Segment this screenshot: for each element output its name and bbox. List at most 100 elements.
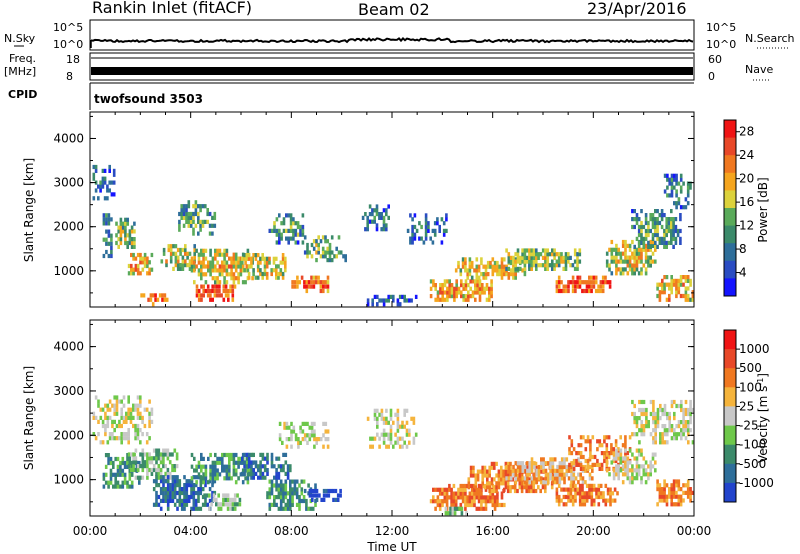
range-cell bbox=[633, 247, 636, 252]
range-cell bbox=[187, 204, 191, 209]
range-cell bbox=[615, 452, 618, 457]
range-cell bbox=[392, 444, 395, 449]
range-cell bbox=[537, 252, 540, 257]
range-cell bbox=[373, 219, 376, 224]
range-cell bbox=[498, 268, 501, 273]
range-cell bbox=[464, 283, 468, 288]
range-cell bbox=[222, 497, 225, 502]
range-cell bbox=[155, 471, 158, 476]
range-cell bbox=[119, 237, 123, 242]
range-cell bbox=[466, 275, 469, 280]
range-cell bbox=[315, 239, 318, 244]
range-cell bbox=[615, 247, 618, 252]
range-cell bbox=[165, 259, 168, 264]
range-cell bbox=[656, 293, 659, 299]
range-cell bbox=[292, 429, 296, 434]
range-cell bbox=[579, 466, 583, 471]
range-cell bbox=[500, 495, 504, 500]
range-cell bbox=[204, 483, 207, 488]
range-cell bbox=[672, 228, 675, 234]
range-cell bbox=[155, 475, 158, 480]
range-cell bbox=[464, 491, 467, 496]
range-cell bbox=[480, 272, 483, 277]
range-cell bbox=[505, 272, 508, 277]
range-cell bbox=[136, 415, 140, 420]
range-cell bbox=[310, 275, 313, 280]
range-cell bbox=[658, 236, 662, 241]
range-cell bbox=[670, 193, 674, 198]
range-cell bbox=[303, 433, 307, 438]
range-cell bbox=[490, 283, 493, 288]
range-cell bbox=[223, 260, 226, 265]
station-title: Rankin Inlet (fitACF) bbox=[92, 0, 252, 17]
range-cell bbox=[102, 476, 106, 481]
range-cell bbox=[250, 475, 253, 480]
range-cell bbox=[132, 407, 135, 412]
range-cell bbox=[564, 487, 568, 492]
range-cell bbox=[652, 428, 655, 433]
range-cell bbox=[403, 408, 406, 413]
range-cell bbox=[115, 423, 119, 429]
range-cell bbox=[628, 255, 632, 260]
range-cell bbox=[626, 451, 629, 456]
range-cell bbox=[581, 494, 584, 500]
range-cell bbox=[537, 485, 540, 490]
range-cell bbox=[635, 267, 639, 272]
range-cell bbox=[148, 456, 151, 461]
colorbar-tick: 1000 bbox=[739, 342, 770, 356]
range-cell bbox=[567, 259, 570, 264]
range-cell bbox=[679, 228, 682, 234]
range-cell bbox=[575, 451, 578, 456]
range-cell bbox=[164, 448, 167, 453]
range-cell bbox=[211, 480, 215, 485]
range-cell bbox=[382, 428, 386, 433]
range-cell bbox=[321, 235, 325, 240]
range-cell bbox=[326, 258, 329, 263]
range-cell bbox=[241, 256, 244, 261]
range-cell bbox=[521, 268, 524, 273]
range-cell bbox=[143, 256, 147, 261]
range-cell bbox=[475, 506, 479, 511]
range-cell bbox=[335, 254, 338, 259]
range-cell bbox=[234, 468, 238, 473]
range-cell bbox=[473, 268, 476, 273]
range-cell bbox=[118, 419, 121, 424]
range-cell bbox=[612, 247, 616, 252]
range-cell bbox=[232, 276, 236, 281]
range-cell bbox=[157, 502, 161, 507]
range-cell bbox=[228, 464, 231, 469]
range-cell bbox=[261, 464, 265, 469]
range-cell bbox=[178, 227, 181, 232]
range-cell bbox=[109, 480, 113, 485]
range-cell bbox=[103, 180, 107, 185]
range-cell bbox=[190, 260, 194, 265]
range-cell bbox=[461, 257, 465, 262]
range-cell bbox=[474, 297, 477, 302]
range-cell bbox=[464, 495, 467, 500]
range-cell bbox=[682, 424, 685, 429]
range-cell bbox=[631, 480, 634, 485]
range-cell bbox=[112, 180, 116, 185]
colorbar-tick: 500 bbox=[739, 361, 762, 375]
range-cell bbox=[178, 211, 181, 217]
cpid-label: CPID bbox=[8, 88, 37, 101]
range-cell bbox=[628, 435, 632, 440]
range-cell bbox=[273, 224, 276, 230]
range-cell bbox=[661, 494, 664, 499]
range-cell bbox=[651, 243, 655, 248]
range-cell bbox=[481, 481, 484, 486]
range-cell bbox=[344, 258, 347, 263]
range-cell bbox=[673, 185, 676, 190]
range-cell bbox=[101, 168, 105, 173]
range-cell bbox=[231, 288, 235, 294]
range-cell bbox=[408, 428, 411, 433]
range-cell bbox=[644, 259, 648, 264]
range-cell bbox=[592, 502, 596, 507]
range-cell bbox=[686, 278, 690, 283]
range-cell bbox=[541, 255, 545, 260]
range-cell bbox=[94, 164, 98, 170]
range-cell bbox=[668, 411, 671, 417]
range-cell bbox=[303, 437, 307, 442]
range-cell bbox=[142, 293, 146, 298]
range-cell bbox=[280, 236, 283, 241]
